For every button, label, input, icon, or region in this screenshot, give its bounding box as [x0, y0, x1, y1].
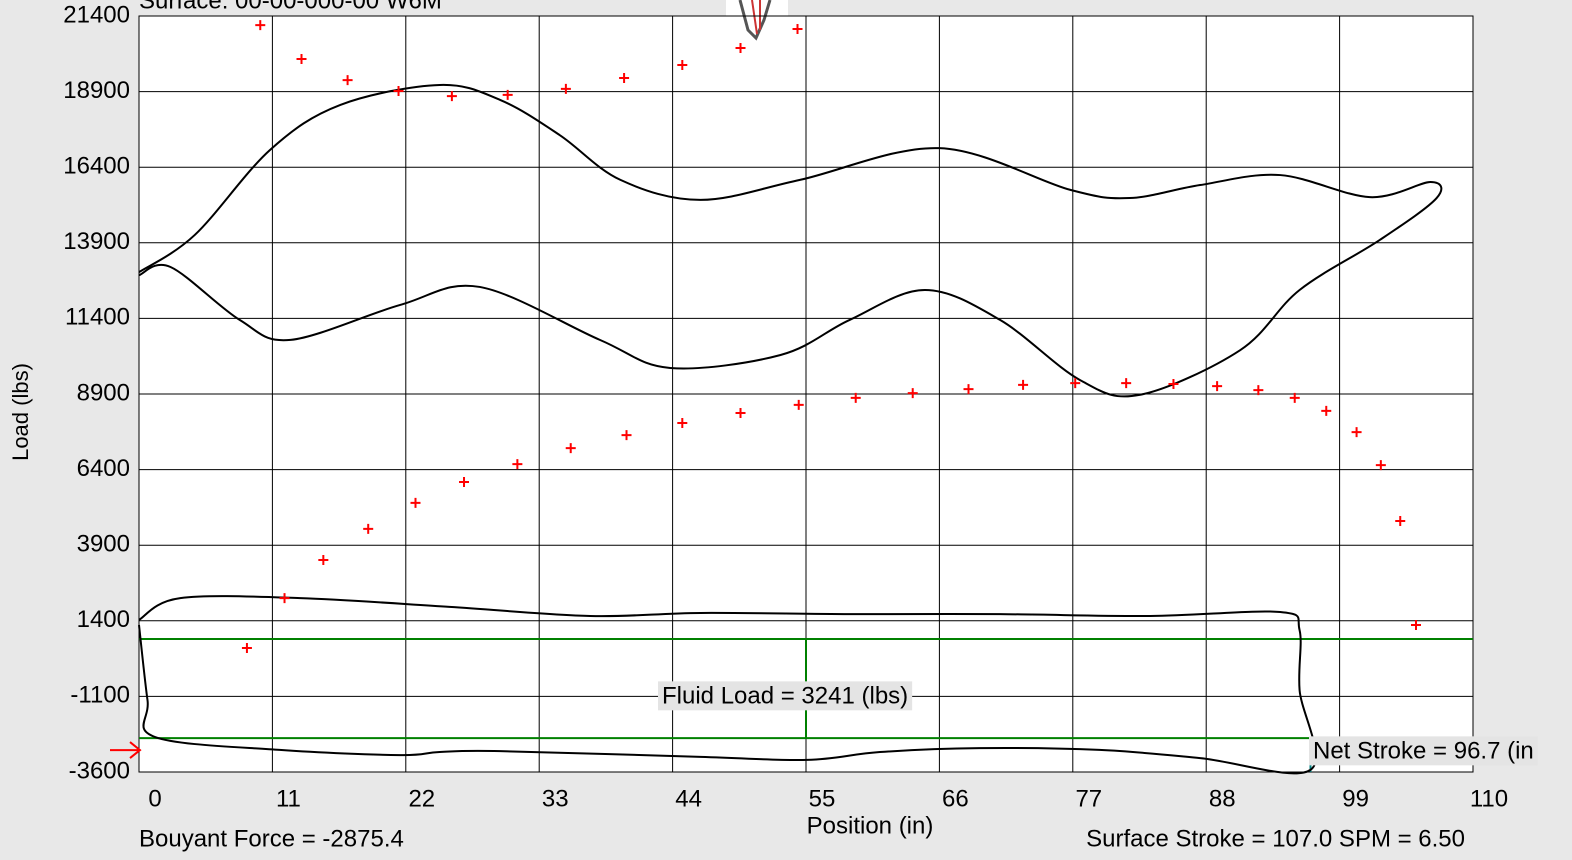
limit-marker: [410, 497, 421, 508]
limit-marker: [1411, 620, 1421, 631]
y-tick-label: 18900: [63, 77, 130, 104]
y-tick-label: -1100: [70, 682, 130, 709]
limit-marker: [1168, 379, 1179, 390]
limit-marker: [560, 83, 571, 94]
card-curve: [138, 595, 1317, 775]
plot-border: [138, 15, 1474, 773]
limit-marker: [255, 20, 266, 31]
fluid-load: Fluid Load = 3241 (lbs): [662, 682, 908, 709]
limit-marker: [793, 399, 804, 410]
y-tick-label: 8900: [77, 379, 130, 406]
limit-marker: [1253, 385, 1264, 396]
limit-marker: [279, 593, 290, 604]
limit-marker: [1070, 378, 1081, 389]
limit-marker: [1121, 378, 1132, 389]
limit-marker: [459, 476, 470, 487]
limit-marker: [619, 72, 630, 83]
x-tick-label: 66: [942, 785, 969, 812]
limit-marker: [565, 443, 576, 454]
surface-stroke: Surface Stroke = 107.0 SPM = 6.50: [1086, 825, 1465, 852]
y-tick-label: 3900: [77, 531, 130, 558]
limit-marker: [907, 388, 918, 399]
x-tick-label: 0: [148, 785, 161, 812]
limit-marker: [850, 392, 861, 403]
net-stroke-box: [1309, 736, 1538, 766]
x-tick-label: 44: [675, 785, 702, 812]
limit-marker: [296, 53, 307, 64]
chart-title: Surface: 00-00-000-00 W6M: [139, 0, 442, 14]
x-tick-label: 110: [1470, 785, 1508, 812]
x-tick-label: 77: [1075, 785, 1102, 812]
x-tick-label: 99: [1342, 785, 1369, 812]
limit-marker: [1395, 516, 1406, 527]
limit-marker: [241, 643, 252, 654]
limit-marker: [393, 85, 404, 96]
limit-marker: [1375, 460, 1386, 471]
limit-marker: [502, 89, 513, 100]
x-tick-label: 22: [408, 785, 435, 812]
x-tick-label: 33: [542, 785, 569, 812]
limit-marker: [1212, 381, 1223, 392]
x-tick-label: 88: [1209, 785, 1236, 812]
y-axis-label: Load (lbs): [8, 363, 33, 461]
y-tick-label: 11400: [65, 304, 130, 331]
limit-marker: [963, 384, 974, 395]
fluid-load-box: [658, 681, 913, 711]
y-tick-label: -3600: [69, 757, 130, 784]
limit-marker: [1351, 427, 1362, 438]
limit-marker: [735, 43, 746, 54]
y-tick-label: 16400: [63, 153, 130, 180]
card-curve: [138, 83, 1443, 398]
limit-marker: [512, 459, 523, 470]
net-stroke: Net Stroke = 96.7 (in: [1313, 737, 1534, 764]
limit-marker: [677, 418, 688, 429]
limit-marker: [621, 430, 632, 441]
x-axis-label: Position (in): [807, 812, 934, 839]
limit-marker: [735, 408, 746, 419]
y-tick-label: 13900: [63, 228, 130, 255]
limit-marker: [446, 91, 457, 102]
limit-marker: [363, 523, 374, 534]
limit-marker: [677, 59, 688, 70]
bouyant-force: Bouyant Force = -2875.4: [139, 825, 404, 852]
x-tick-label: 55: [809, 785, 836, 812]
limit-marker: [1289, 392, 1300, 403]
limit-marker: [318, 555, 329, 566]
limit-marker: [1321, 405, 1332, 416]
limit-marker: [1018, 379, 1029, 390]
y-tick-label: 21400: [63, 1, 130, 28]
y-tick-label: 6400: [77, 455, 130, 482]
y-tick-label: 1400: [77, 606, 130, 633]
limit-marker: [792, 24, 803, 35]
pump-icon: [726, 0, 788, 41]
limit-marker: [342, 75, 353, 86]
x-tick-label: 11: [276, 785, 301, 812]
buoyant-arrow: [110, 741, 142, 759]
